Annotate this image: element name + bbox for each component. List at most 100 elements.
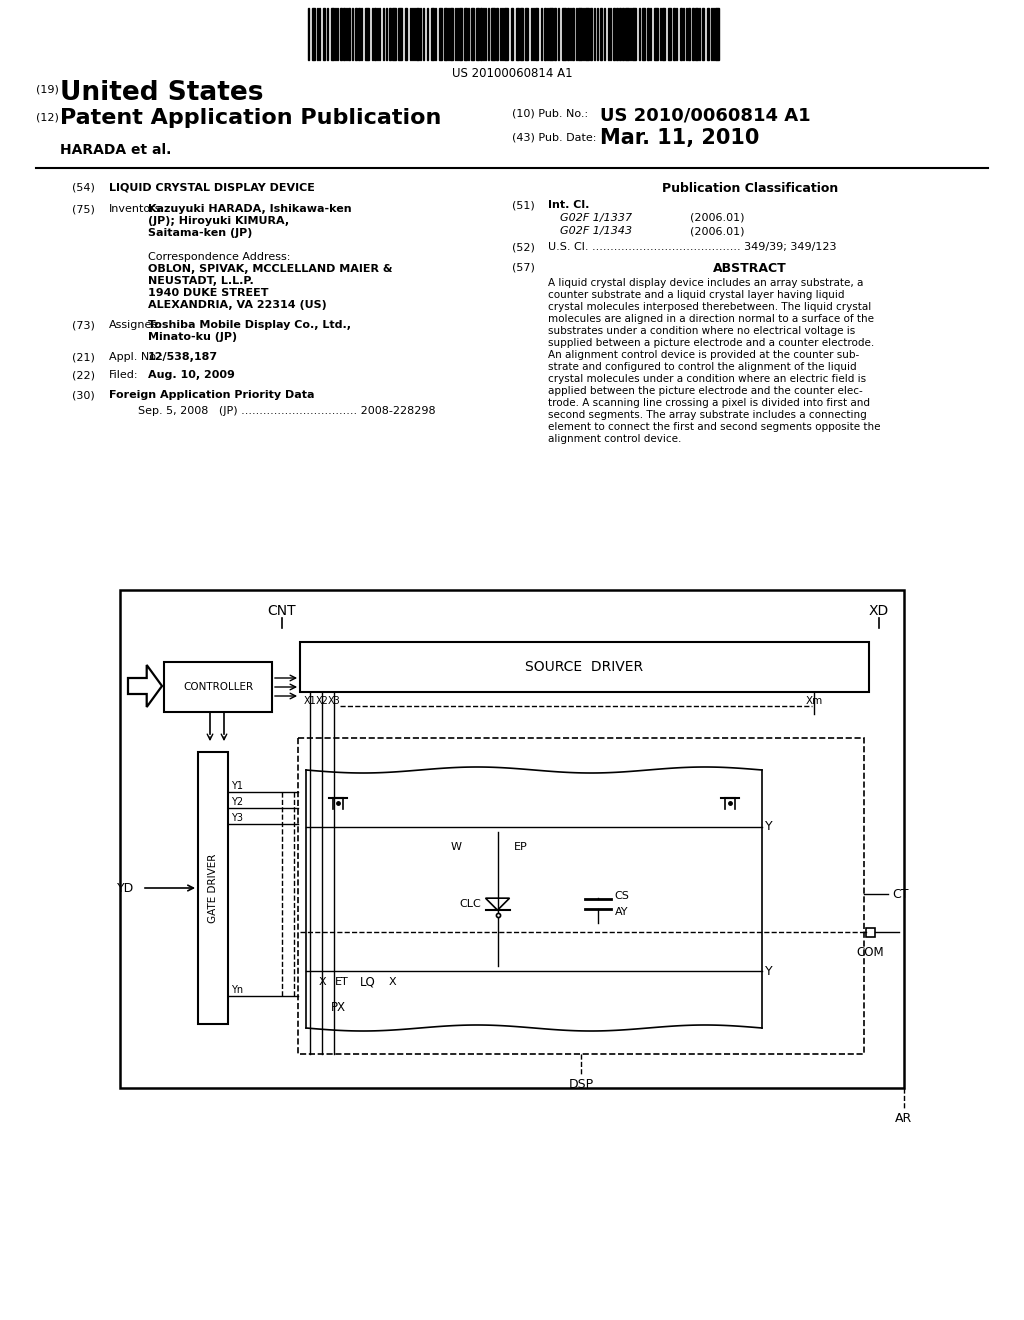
Text: EP: EP: [513, 842, 527, 853]
Bar: [688, 8, 690, 59]
Bar: [471, 8, 474, 59]
Text: Filed:: Filed:: [109, 370, 138, 380]
Text: (57): (57): [512, 261, 535, 272]
Bar: [300, 642, 869, 692]
Text: ABSTRACT: ABSTRACT: [713, 261, 786, 275]
Text: United States: United States: [60, 81, 263, 106]
Bar: [525, 8, 528, 59]
Bar: [702, 8, 705, 59]
Bar: [554, 8, 556, 59]
Bar: [464, 8, 467, 59]
Bar: [431, 8, 434, 59]
Bar: [504, 8, 508, 59]
Bar: [616, 8, 618, 59]
Bar: [590, 8, 592, 59]
Bar: [496, 8, 498, 59]
Text: (22): (22): [72, 370, 95, 380]
Bar: [544, 8, 546, 59]
Text: PX: PX: [331, 1001, 345, 1014]
Bar: [511, 8, 513, 59]
Bar: [392, 8, 396, 59]
Bar: [406, 8, 407, 59]
Text: XD: XD: [869, 605, 889, 618]
Bar: [600, 8, 602, 59]
Bar: [695, 8, 698, 59]
Text: Mar. 11, 2010: Mar. 11, 2010: [600, 128, 760, 148]
Text: (52): (52): [512, 242, 535, 252]
Text: YD: YD: [117, 882, 134, 895]
Bar: [164, 663, 272, 711]
Bar: [632, 8, 636, 59]
Bar: [625, 8, 629, 59]
Text: (21): (21): [72, 352, 95, 362]
Text: CONTROLLER: CONTROLLER: [183, 682, 253, 692]
Bar: [668, 8, 671, 59]
Bar: [389, 8, 391, 59]
Bar: [562, 8, 566, 59]
Text: Assignee:: Assignee:: [109, 319, 163, 330]
Bar: [572, 8, 574, 59]
Bar: [549, 8, 553, 59]
Text: (75): (75): [72, 205, 95, 214]
Text: G02F 1/1337: G02F 1/1337: [560, 213, 632, 223]
Bar: [398, 8, 402, 59]
Text: DSP: DSP: [568, 1078, 594, 1092]
Text: OBLON, SPIVAK, MCCLELLAND MAIER &: OBLON, SPIVAK, MCCLELLAND MAIER &: [148, 264, 392, 275]
Text: strate and configured to control the alignment of the liquid: strate and configured to control the ali…: [548, 362, 857, 372]
Text: HARADA et al.: HARADA et al.: [60, 143, 171, 157]
Bar: [340, 8, 342, 59]
Text: Xm: Xm: [805, 696, 822, 706]
Text: AY: AY: [614, 907, 629, 917]
Bar: [450, 8, 453, 59]
Text: crystal molecules under a condition where an electric field is: crystal molecules under a condition wher…: [548, 374, 866, 384]
Text: CT: CT: [892, 887, 908, 900]
Text: X: X: [318, 977, 326, 986]
Text: CS: CS: [614, 891, 630, 902]
Bar: [692, 8, 694, 59]
Text: CNT: CNT: [267, 605, 296, 618]
Bar: [673, 8, 675, 59]
Text: (51): (51): [512, 201, 535, 210]
Text: LIQUID CRYSTAL DISPLAY DEVICE: LIQUID CRYSTAL DISPLAY DEVICE: [109, 182, 314, 191]
Bar: [516, 8, 519, 59]
Text: (73): (73): [72, 319, 95, 330]
Text: Y3: Y3: [231, 813, 243, 822]
Text: SOURCE  DRIVER: SOURCE DRIVER: [525, 660, 643, 675]
Text: Aug. 10, 2009: Aug. 10, 2009: [148, 370, 234, 380]
Bar: [358, 8, 360, 59]
Bar: [298, 738, 864, 1053]
Text: X1: X1: [304, 696, 316, 706]
Bar: [866, 928, 874, 937]
Bar: [662, 8, 665, 59]
Bar: [120, 590, 904, 1088]
Bar: [480, 8, 482, 59]
Text: Y: Y: [765, 820, 773, 833]
Bar: [374, 8, 376, 59]
Text: Minato-ku (JP): Minato-ku (JP): [148, 333, 238, 342]
Text: (10) Pub. No.:: (10) Pub. No.:: [512, 108, 588, 117]
Text: trode. A scanning line crossing a pixel is divided into first and: trode. A scanning line crossing a pixel …: [548, 399, 870, 408]
Bar: [490, 8, 495, 59]
Text: Appl. No.:: Appl. No.:: [109, 352, 163, 362]
Text: W: W: [451, 842, 462, 853]
Text: NEUSTADT, L.L.P.: NEUSTADT, L.L.P.: [148, 276, 254, 286]
Bar: [535, 8, 538, 59]
Bar: [707, 8, 709, 59]
Text: Y: Y: [765, 965, 773, 978]
Bar: [476, 8, 479, 59]
Bar: [355, 8, 357, 59]
Text: (30): (30): [72, 389, 95, 400]
Text: US 2010/0060814 A1: US 2010/0060814 A1: [600, 106, 811, 124]
Text: G02F 1/1343: G02F 1/1343: [560, 226, 632, 236]
Text: CLC: CLC: [460, 899, 481, 909]
Bar: [647, 8, 649, 59]
Text: crystal molecules interposed therebetween. The liquid crystal: crystal molecules interposed therebetwee…: [548, 302, 871, 312]
Text: (2006.01): (2006.01): [690, 213, 744, 223]
Bar: [459, 8, 462, 59]
Text: (54): (54): [72, 182, 95, 191]
Bar: [323, 8, 325, 59]
Bar: [312, 8, 315, 59]
Text: Patent Application Publication: Patent Application Publication: [60, 108, 441, 128]
Bar: [331, 8, 334, 59]
Text: applied between the picture electrode and the counter elec-: applied between the picture electrode an…: [548, 385, 863, 396]
